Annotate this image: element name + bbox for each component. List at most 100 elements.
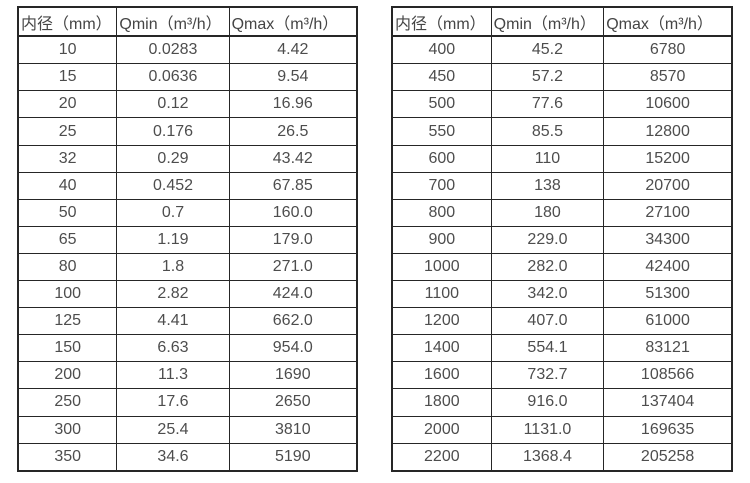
table-cell: 25 bbox=[17, 117, 118, 146]
table-cell: 20700 bbox=[603, 171, 733, 200]
table-cell: 15200 bbox=[603, 144, 733, 173]
table-cell: 80 bbox=[17, 252, 118, 282]
table-row: 1800 916.0 137404 bbox=[391, 388, 733, 417]
table-cell: 250 bbox=[17, 388, 118, 417]
table-cell: 1690 bbox=[228, 361, 358, 390]
table-cell: 83121 bbox=[603, 334, 733, 363]
table-row: 2000 1131.0 169635 bbox=[391, 415, 733, 444]
table-cell: 9.54 bbox=[228, 63, 358, 92]
table-cell: 350 bbox=[17, 442, 118, 472]
table-cell: 34300 bbox=[603, 225, 733, 254]
table-cell: 61000 bbox=[603, 307, 733, 336]
table-cell: 205258 bbox=[603, 442, 733, 472]
table-cell: 50 bbox=[17, 198, 118, 227]
table-cell: 1400 bbox=[391, 334, 492, 363]
table-cell: 600 bbox=[391, 144, 492, 173]
table-cell: 0.176 bbox=[116, 117, 230, 146]
table-cell: 6.63 bbox=[116, 334, 230, 363]
table-cell: 732.7 bbox=[490, 361, 605, 390]
table-cell: 43.42 bbox=[228, 144, 358, 173]
table-row: 2200 1368.4 205258 bbox=[391, 442, 733, 472]
table-cell: 20 bbox=[17, 90, 118, 119]
table-cell: 17.6 bbox=[116, 388, 230, 417]
table-cell: 34.6 bbox=[116, 442, 230, 472]
flow-table-right: 内径（mm） Qmin（m³/h） Qmax（m³/h） 400 45.2 6780 450… bbox=[391, 6, 733, 472]
table-row: 20 0.12 16.96 bbox=[17, 90, 358, 119]
table-cell: 25.4 bbox=[116, 415, 230, 444]
table-row: 1400 554.1 83121 bbox=[391, 334, 733, 363]
table-cell: 12800 bbox=[603, 117, 733, 146]
table-cell: 32 bbox=[17, 144, 118, 173]
table-cell: 138 bbox=[490, 171, 605, 200]
table-cell: 11.3 bbox=[116, 361, 230, 390]
table-cell: 67.85 bbox=[228, 171, 358, 200]
table-cell: 342.0 bbox=[490, 280, 605, 309]
table-row: 600 110 15200 bbox=[391, 144, 733, 173]
table-cell: 4.41 bbox=[116, 307, 230, 336]
header-row: 内径（mm） Qmin（m³/h） Qmax（m³/h） bbox=[17, 6, 358, 37]
table-row: 150 6.63 954.0 bbox=[17, 334, 358, 363]
header-row: 内径（mm） Qmin（m³/h） Qmax（m³/h） bbox=[391, 6, 733, 37]
table-cell: 169635 bbox=[603, 415, 733, 444]
table-row: 1600 732.7 108566 bbox=[391, 361, 733, 390]
table-cell: 271.0 bbox=[228, 252, 358, 282]
table-row: 40 0.452 67.85 bbox=[17, 171, 358, 200]
table-cell: 424.0 bbox=[228, 280, 358, 309]
table-row: 800 180 27100 bbox=[391, 198, 733, 227]
table-cell: 137404 bbox=[603, 388, 733, 417]
table-cell: 1800 bbox=[391, 388, 492, 417]
table-row: 50 0.7 160.0 bbox=[17, 198, 358, 227]
table-cell: 10 bbox=[17, 35, 118, 65]
table-cell: 282.0 bbox=[490, 252, 605, 282]
table-cell: 65 bbox=[17, 225, 118, 254]
table-row: 450 57.2 8570 bbox=[391, 63, 733, 92]
table-cell: 15 bbox=[17, 63, 118, 92]
table-cell: 5190 bbox=[228, 442, 358, 472]
table-cell: 0.29 bbox=[116, 144, 230, 173]
table-row: 1200 407.0 61000 bbox=[391, 307, 733, 336]
table-cell: 160.0 bbox=[228, 198, 358, 227]
table-row: 550 85.5 12800 bbox=[391, 117, 733, 146]
column-header: Qmin（m³/h） bbox=[490, 6, 605, 37]
table-cell: 8570 bbox=[603, 63, 733, 92]
table-cell: 110 bbox=[490, 144, 605, 173]
table-cell: 16.96 bbox=[228, 90, 358, 119]
table-cell: 108566 bbox=[603, 361, 733, 390]
table-cell: 900 bbox=[391, 225, 492, 254]
table-row: 32 0.29 43.42 bbox=[17, 144, 358, 173]
table-cell: 85.5 bbox=[490, 117, 605, 146]
table-row: 300 25.4 3810 bbox=[17, 415, 358, 444]
table-row: 700 138 20700 bbox=[391, 171, 733, 200]
table-row: 250 17.6 2650 bbox=[17, 388, 358, 417]
column-header: 内径（mm） bbox=[391, 6, 492, 37]
table-cell: 229.0 bbox=[490, 225, 605, 254]
table-cell: 0.452 bbox=[116, 171, 230, 200]
table-cell: 150 bbox=[17, 334, 118, 363]
table-cell: 77.6 bbox=[490, 90, 605, 119]
table-cell: 662.0 bbox=[228, 307, 358, 336]
table-cell: 916.0 bbox=[490, 388, 605, 417]
table-cell: 200 bbox=[17, 361, 118, 390]
table-cell: 57.2 bbox=[490, 63, 605, 92]
table-cell: 180 bbox=[490, 198, 605, 227]
table-row: 900 229.0 34300 bbox=[391, 225, 733, 254]
table-row: 400 45.2 6780 bbox=[391, 35, 733, 65]
table-row: 10 0.0283 4.42 bbox=[17, 35, 358, 65]
table-cell: 0.0636 bbox=[116, 63, 230, 92]
table-cell: 450 bbox=[391, 63, 492, 92]
table-cell: 1100 bbox=[391, 280, 492, 309]
table-cell: 0.0283 bbox=[116, 35, 230, 65]
table-cell: 2200 bbox=[391, 442, 492, 472]
table-cell: 800 bbox=[391, 198, 492, 227]
table-cell: 1131.0 bbox=[490, 415, 605, 444]
table-cell: 500 bbox=[391, 90, 492, 119]
table-row: 25 0.176 26.5 bbox=[17, 117, 358, 146]
table-row: 80 1.8 271.0 bbox=[17, 252, 358, 282]
table-cell: 0.12 bbox=[116, 90, 230, 119]
table-cell: 1000 bbox=[391, 252, 492, 282]
table-cell: 1368.4 bbox=[490, 442, 605, 472]
table-cell: 179.0 bbox=[228, 225, 358, 254]
table-cell: 1600 bbox=[391, 361, 492, 390]
table-cell: 2650 bbox=[228, 388, 358, 417]
